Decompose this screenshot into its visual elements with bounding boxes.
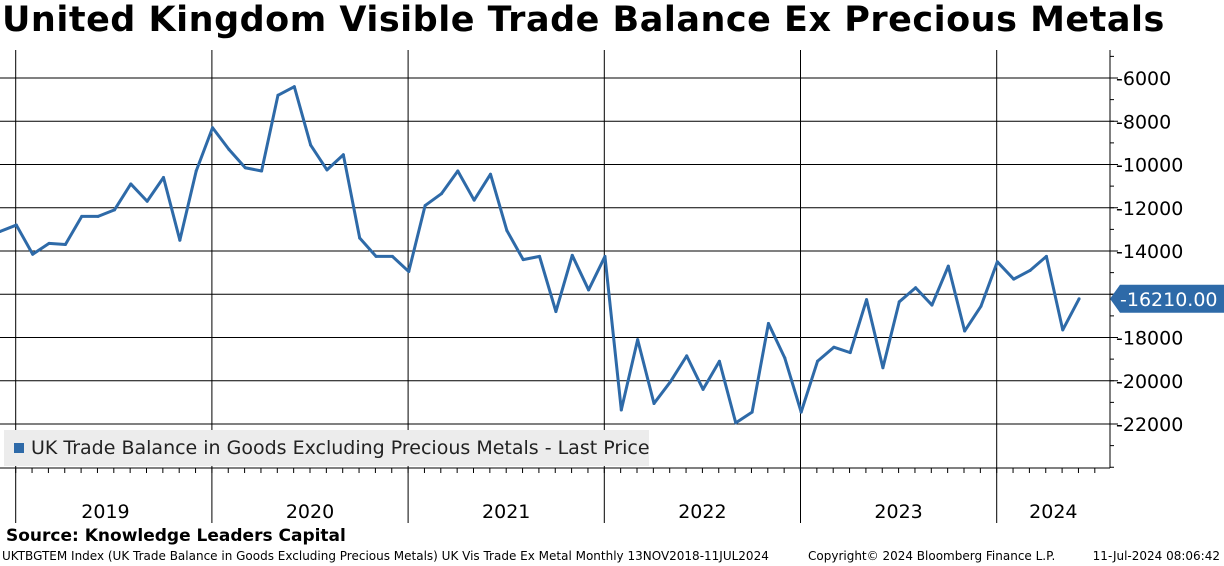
- y-tick-label: -12000: [1116, 198, 1183, 220]
- year-label-2022: 2022: [678, 501, 726, 523]
- data-point: [145, 199, 149, 203]
- data-point: [162, 175, 165, 179]
- data-point: [211, 126, 215, 130]
- data-point: [783, 356, 787, 360]
- data-point: [750, 410, 754, 414]
- data-point: [816, 359, 819, 363]
- data-point: [963, 329, 967, 333]
- data-point: [668, 380, 672, 384]
- data-point: [1044, 254, 1048, 258]
- y-tick-label: -22000: [1116, 414, 1183, 436]
- data-point: [472, 198, 476, 202]
- data-point: [439, 192, 443, 196]
- data-point: [603, 254, 607, 258]
- data-point: [194, 169, 198, 173]
- data-point: [178, 238, 182, 242]
- data-point: [341, 153, 345, 157]
- legend-label: UK Trade Balance in Goods Excluding Prec…: [31, 437, 650, 459]
- data-point: [554, 310, 558, 314]
- data-point: [930, 303, 934, 307]
- data-point: [587, 288, 591, 292]
- data-point: [521, 258, 525, 262]
- y-tick-label: -14000: [1116, 241, 1183, 263]
- data-point: [129, 182, 133, 186]
- data-point: [914, 286, 918, 290]
- data-point: [407, 270, 411, 274]
- y-tick-label: -6000: [1116, 68, 1171, 90]
- data-point: [63, 243, 67, 247]
- series-line: [0, 85, 1081, 425]
- last-price-marker: -16210.00: [1110, 284, 1224, 313]
- data-point: [112, 208, 116, 212]
- data-point: [31, 252, 35, 256]
- data-point: [685, 354, 689, 358]
- data-point: [636, 338, 640, 342]
- data-point: [423, 204, 427, 208]
- data-point: [799, 410, 803, 414]
- data-point: [652, 401, 656, 405]
- data-point: [832, 345, 836, 349]
- footer-index-description: UKTBGTEM Index (UK Trade Balance in Good…: [2, 549, 769, 563]
- data-point: [1012, 277, 1016, 281]
- last-price-label: -16210.00: [1120, 289, 1218, 311]
- source-note: Source: Knowledge Leaders Capital: [6, 526, 346, 546]
- data-point: [1077, 297, 1081, 301]
- data-point: [276, 93, 280, 97]
- data-point: [701, 387, 705, 391]
- data-point: [865, 298, 869, 302]
- data-point: [80, 214, 84, 218]
- y-tick-label: -20000: [1116, 371, 1183, 393]
- data-point: [358, 236, 362, 240]
- data-point: [325, 168, 329, 172]
- data-point: [47, 241, 51, 245]
- data-point: [1061, 328, 1065, 332]
- data-point: [243, 166, 247, 170]
- data-point: [734, 421, 738, 425]
- data-point: [538, 254, 542, 258]
- data-point: [848, 351, 852, 355]
- data-point: [766, 321, 770, 325]
- data-point: [227, 147, 231, 151]
- data-point: [374, 254, 378, 258]
- year-label-2021: 2021: [482, 501, 530, 523]
- data-point: [456, 169, 460, 173]
- data-point: [881, 366, 885, 370]
- data-point: [260, 169, 264, 173]
- data-point: [390, 254, 394, 258]
- data-point: [717, 359, 721, 363]
- last-price-tag: [1110, 284, 1224, 313]
- data-point: [619, 408, 623, 412]
- data-point: [979, 304, 983, 308]
- data-point: [489, 172, 492, 176]
- legend-swatch: [14, 443, 24, 453]
- legend: UK Trade Balance in Goods Excluding Prec…: [4, 430, 650, 466]
- year-label-2019: 2019: [81, 501, 129, 523]
- footer-timestamp: 11-Jul-2024 08:06:42: [1092, 549, 1220, 563]
- data-point: [0, 230, 2, 234]
- data-point: [946, 264, 950, 268]
- data-point: [995, 260, 999, 264]
- data-point: [505, 228, 509, 232]
- y-tick-label: -8000: [1116, 111, 1171, 133]
- data-point: [96, 214, 100, 218]
- data-point: [14, 223, 18, 227]
- data-point: [897, 300, 901, 304]
- year-label-2020: 2020: [286, 501, 334, 523]
- footer-copyright: Copyright© 2024 Bloomberg Finance L.P.: [808, 549, 1056, 563]
- data-point: [309, 143, 313, 147]
- data-point: [570, 253, 574, 257]
- y-tick-label: -10000: [1116, 155, 1183, 177]
- y-tick-label: -18000: [1116, 328, 1183, 350]
- year-label-2023: 2023: [874, 501, 922, 523]
- data-point: [292, 85, 296, 89]
- data-point: [1028, 268, 1032, 272]
- year-label-2024: 2024: [1029, 501, 1077, 523]
- chart-title: United Kingdom Visible Trade Balance Ex …: [2, 0, 1165, 40]
